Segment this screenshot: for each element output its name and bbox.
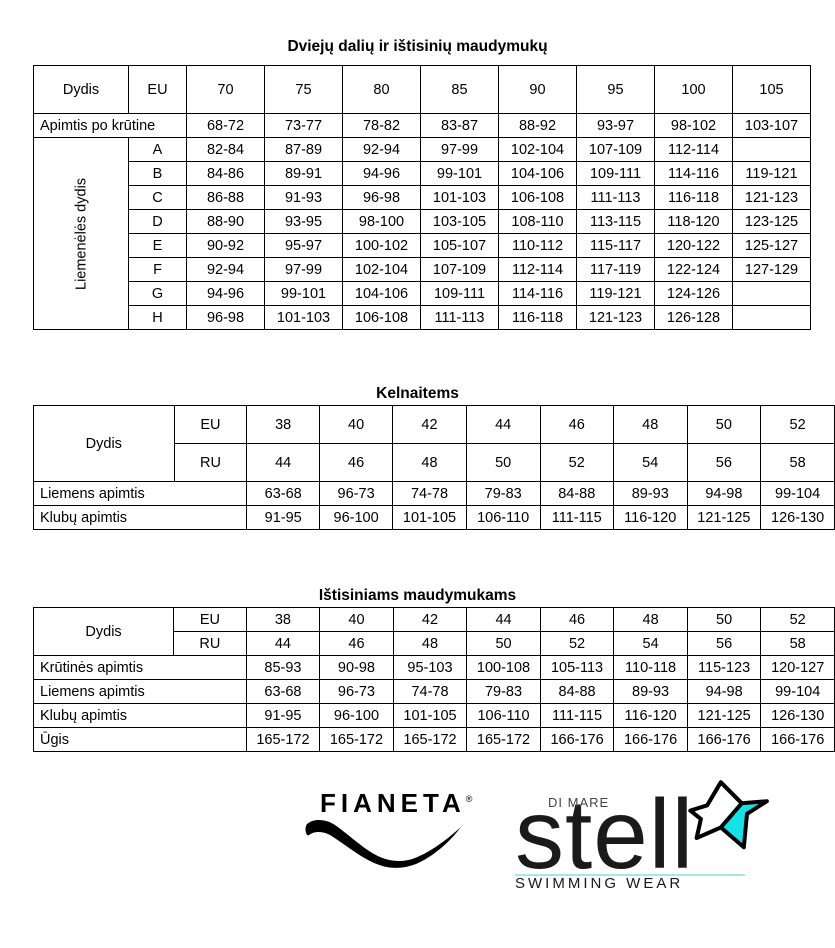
svg-text:DI MARE: DI MARE [548, 795, 609, 810]
svg-text:SWIMMING WEAR: SWIMMING WEAR [515, 875, 683, 890]
